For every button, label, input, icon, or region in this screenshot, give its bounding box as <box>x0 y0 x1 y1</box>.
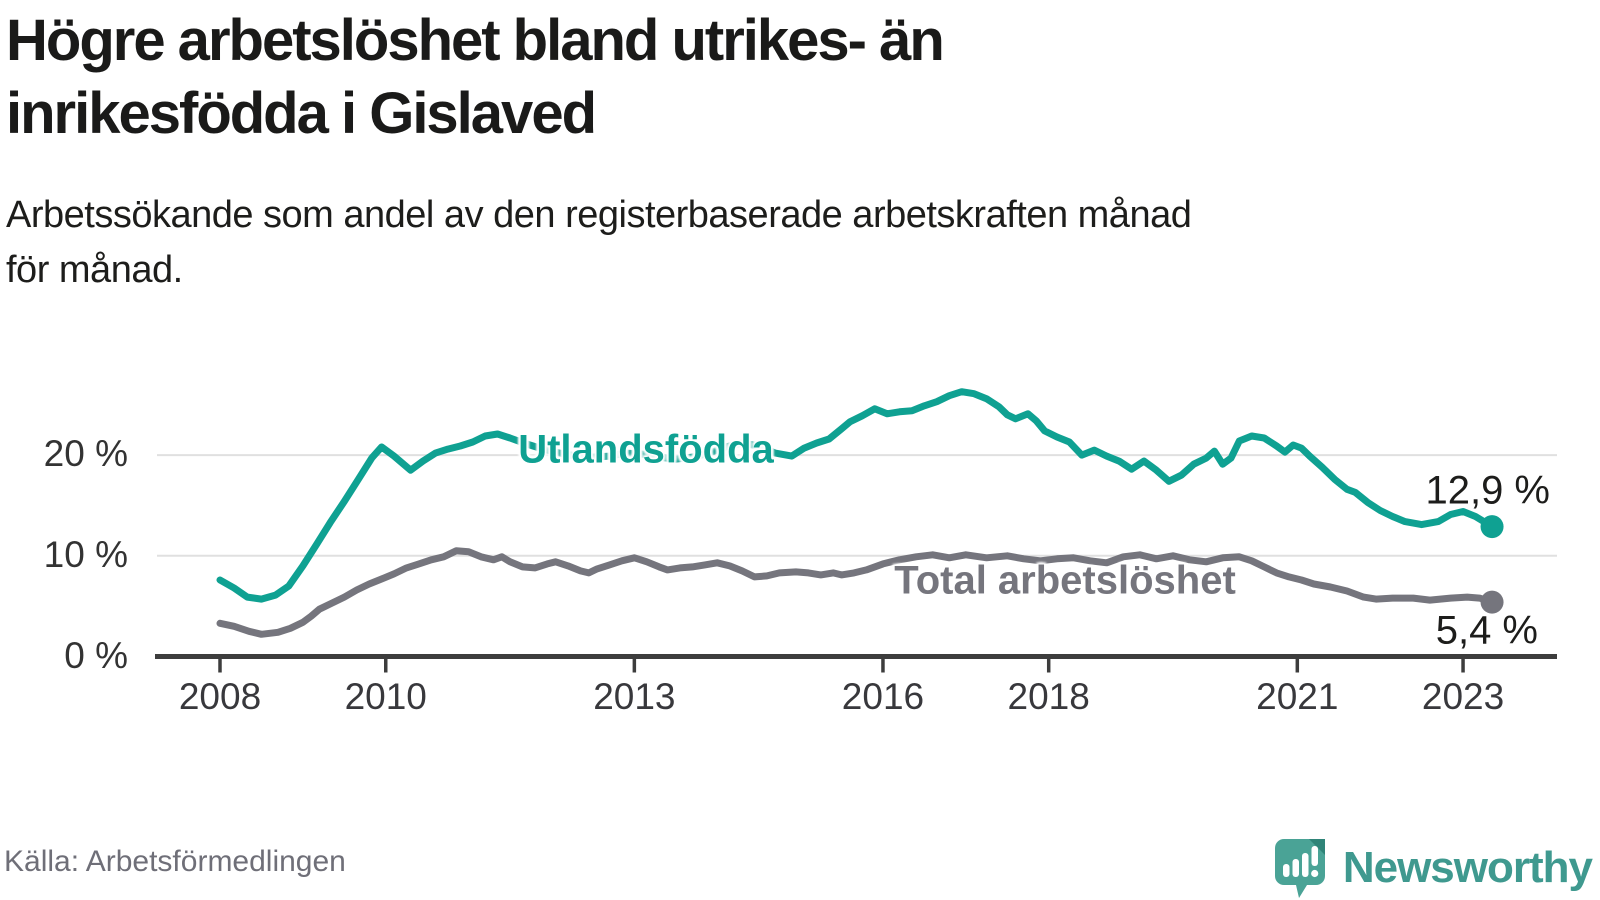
page-title: Högre arbetslöshet bland utrikes- än inr… <box>6 4 1306 150</box>
page-title-line1: Högre arbetslöshet bland utrikes- än <box>6 8 945 73</box>
series-label-total-arbetsloshet: Total arbetslöshet <box>894 558 1236 603</box>
brand-logo: Newsworthy <box>1273 836 1593 900</box>
brand-wordmark: Newsworthy <box>1342 843 1593 892</box>
y-tick-label: 0 % <box>64 634 128 676</box>
y-tick-label: 10 % <box>43 533 128 575</box>
x-tick-label: 2018 <box>1007 676 1090 717</box>
chart-subtitle-line1: Arbetssökande som andel av den registerb… <box>6 194 1192 236</box>
series-label-utlandsfodda: Utlandsfödda <box>518 427 774 472</box>
page-title-line2: inrikesfödda i Gislaved <box>6 81 597 146</box>
x-tick-label: 2021 <box>1256 676 1339 717</box>
x-tick-label: 2023 <box>1421 676 1505 717</box>
end-value-utlandsfodda: 12,9 % <box>1425 468 1550 513</box>
chart-subtitle: Arbetssökande som andel av den registerb… <box>6 188 1551 298</box>
source-note: Källa: Arbetsförmedlingen <box>4 845 346 878</box>
x-tick-label: 2013 <box>593 676 676 717</box>
end-value-total: 5,4 % <box>1435 608 1538 653</box>
y-tick-label: 20 % <box>43 433 128 475</box>
end-dot-utlandsfodda <box>1480 515 1504 539</box>
series-line-total <box>216 547 1496 638</box>
series-line-utlandsfodda <box>216 388 1496 603</box>
newsworthy-icon <box>1274 839 1325 898</box>
x-tick-label: 2008 <box>178 676 262 717</box>
x-tick-label: 2010 <box>344 676 427 717</box>
x-tick-label: 2016 <box>841 676 925 717</box>
chart-subtitle-line2: för månad. <box>6 249 183 291</box>
end-dot-total <box>1480 590 1504 614</box>
